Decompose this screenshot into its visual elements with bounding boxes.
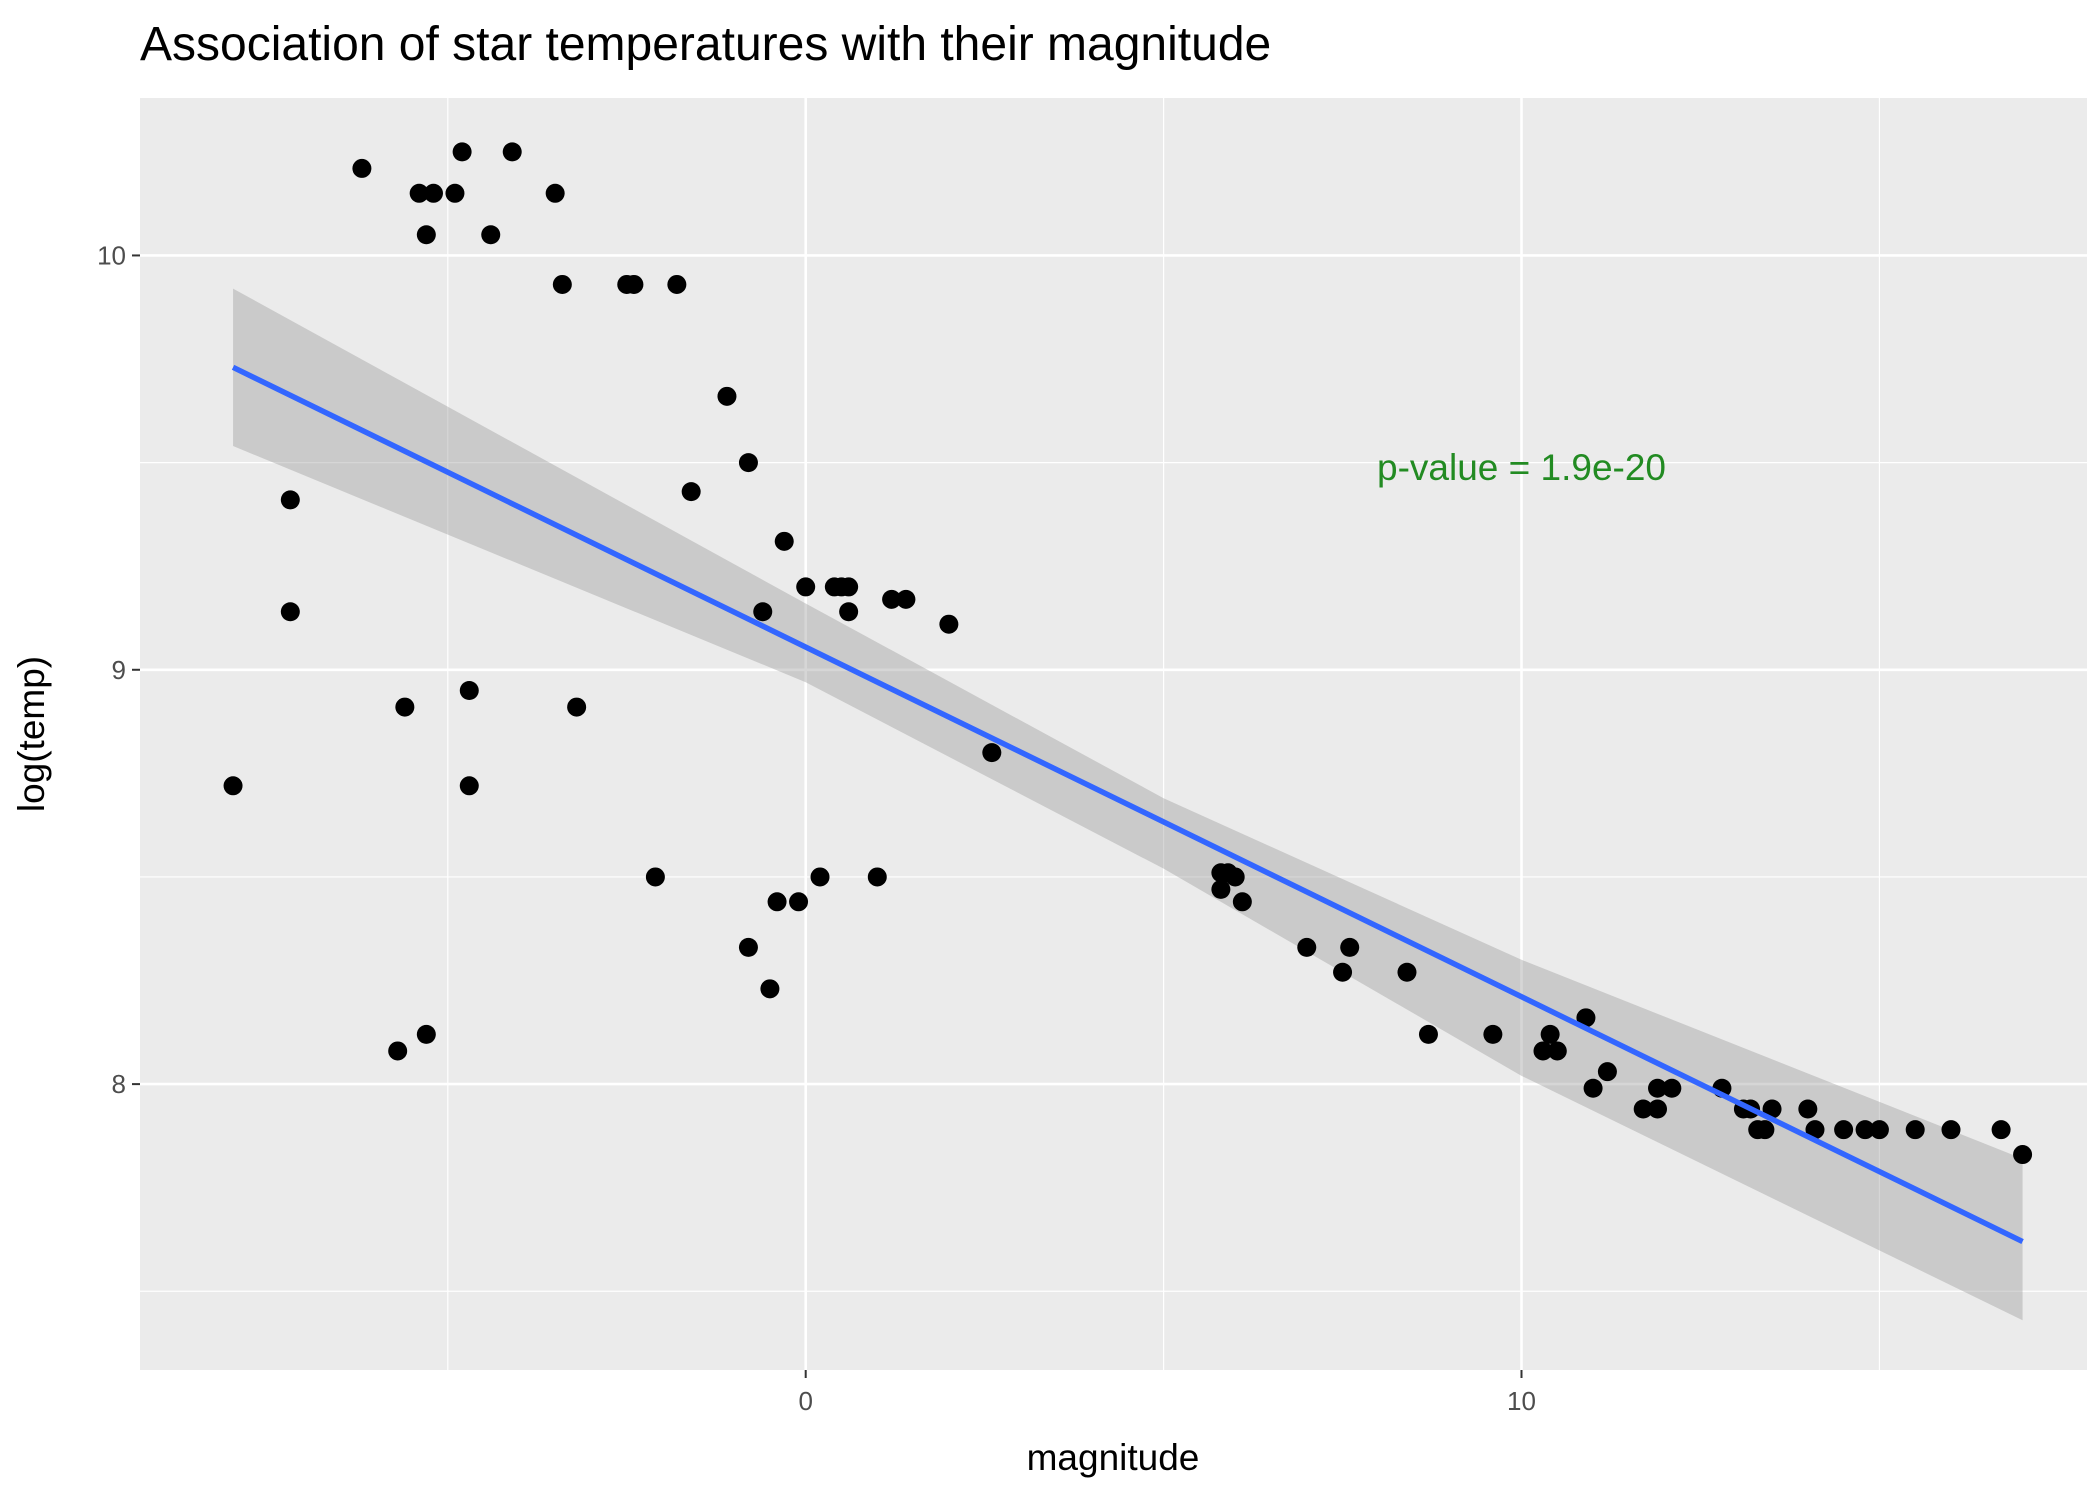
data-point-55	[1540, 1024, 1560, 1044]
data-point-56	[1547, 1041, 1567, 1061]
y-axis: 8 9 10	[97, 240, 140, 1099]
data-point-3	[352, 158, 372, 178]
data-point-10	[445, 183, 465, 203]
data-point-50	[1340, 937, 1360, 957]
data-point-6	[409, 183, 429, 203]
x-axis-title: magnitude	[1027, 1437, 1200, 1478]
data-point-8	[416, 1024, 436, 1044]
data-point-30	[774, 531, 794, 551]
data-point-26	[738, 937, 758, 957]
data-point-33	[810, 867, 830, 887]
data-point-24	[717, 386, 737, 406]
data-point-7	[416, 225, 436, 245]
data-point-2	[280, 602, 300, 622]
data-point-22	[667, 274, 687, 294]
data-point-71	[1805, 1120, 1825, 1140]
chart-title: Association of star temperatures with th…	[140, 18, 1271, 71]
data-point-75	[1905, 1120, 1925, 1140]
data-point-32	[796, 577, 816, 597]
data-point-11	[452, 142, 472, 162]
data-point-15	[502, 142, 522, 162]
data-point-12	[459, 680, 479, 700]
data-point-70	[1798, 1099, 1818, 1119]
data-point-68	[1755, 1120, 1775, 1140]
data-point-14	[481, 225, 501, 245]
data-point-31	[789, 892, 809, 912]
x-tick-label-1: 10	[1507, 1386, 1536, 1416]
data-point-39	[882, 589, 902, 609]
data-point-1	[280, 490, 300, 510]
data-point-27	[753, 602, 773, 622]
y-tick-label-2: 10	[97, 240, 126, 270]
data-point-48	[1297, 937, 1317, 957]
data-point-21	[645, 867, 665, 887]
data-point-53	[1483, 1024, 1503, 1044]
p-value-annotation: p-value = 1.9e-20	[1377, 447, 1666, 488]
data-point-17	[552, 274, 572, 294]
data-point-37	[839, 602, 859, 622]
data-point-13	[459, 776, 479, 796]
data-point-52	[1418, 1024, 1438, 1044]
data-point-62	[1648, 1099, 1668, 1119]
data-point-25	[738, 453, 758, 473]
data-points	[223, 142, 2033, 1165]
data-point-36	[839, 577, 859, 597]
data-point-58	[1583, 1078, 1603, 1098]
plot-panel	[140, 98, 2087, 1370]
data-point-49	[1333, 962, 1353, 982]
x-axis: 0 10	[798, 1370, 1536, 1416]
data-point-29	[767, 892, 787, 912]
data-point-23	[681, 482, 701, 502]
data-point-63	[1662, 1078, 1682, 1098]
data-point-47	[1232, 892, 1252, 912]
data-point-9	[423, 183, 443, 203]
data-point-72	[1834, 1120, 1854, 1140]
data-point-77	[1991, 1120, 2011, 1140]
data-point-0	[223, 776, 243, 796]
data-point-5	[395, 697, 415, 717]
data-point-60	[1633, 1099, 1653, 1119]
grid-minor	[140, 98, 2087, 1370]
data-point-74	[1869, 1120, 1889, 1140]
data-point-38	[867, 867, 887, 887]
data-point-20	[624, 274, 644, 294]
y-tick-label-1: 9	[112, 655, 126, 685]
data-point-41	[939, 614, 959, 634]
data-point-73	[1855, 1120, 1875, 1140]
data-point-61	[1648, 1078, 1668, 1098]
data-point-40	[896, 589, 916, 609]
data-point-42	[982, 743, 1002, 763]
regression-line	[231, 364, 2024, 1245]
data-point-16	[545, 183, 565, 203]
data-point-59	[1597, 1062, 1617, 1082]
data-point-46	[1225, 867, 1245, 887]
data-point-78	[2013, 1145, 2033, 1165]
y-axis-title: log(temp)	[11, 656, 52, 812]
data-point-57	[1576, 1008, 1596, 1028]
data-point-76	[1941, 1120, 1961, 1140]
data-point-28	[760, 979, 780, 999]
data-point-18	[567, 697, 587, 717]
x-tick-label-0: 0	[798, 1386, 812, 1416]
data-point-44	[1211, 879, 1231, 899]
data-point-4	[388, 1041, 408, 1061]
grid-major	[140, 98, 2087, 1370]
y-tick-label-0: 8	[112, 1069, 126, 1099]
data-point-51	[1397, 962, 1417, 982]
data-point-54	[1533, 1041, 1553, 1061]
data-point-69	[1762, 1099, 1782, 1119]
